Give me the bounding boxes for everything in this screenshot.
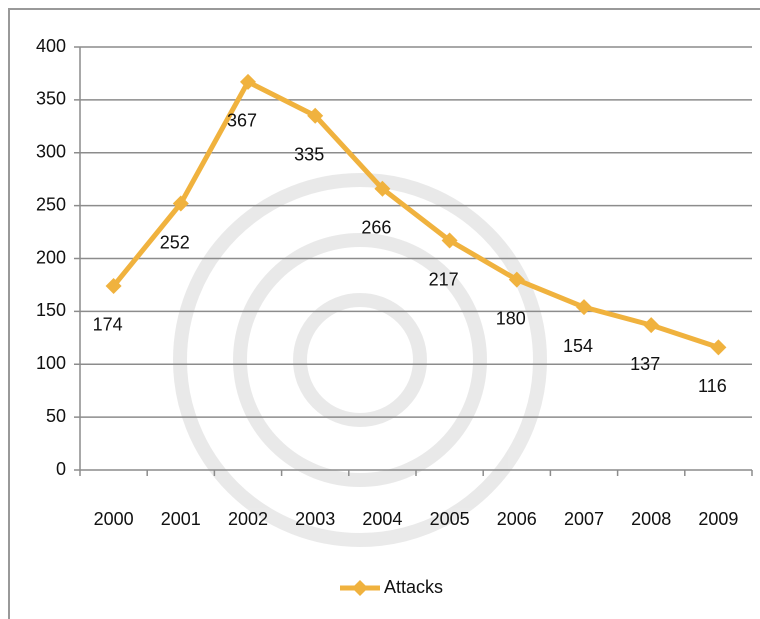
y-tick-label: 350 (36, 89, 66, 109)
y-tick-label: 400 (36, 36, 66, 56)
x-tick-label: 2007 (564, 509, 604, 529)
y-tick-label: 50 (46, 406, 66, 426)
x-tick-label: 2003 (295, 509, 335, 529)
x-tick-label: 2001 (161, 509, 201, 529)
data-label: 367 (227, 111, 257, 131)
y-tick-label: 300 (36, 142, 66, 162)
data-label: 174 (93, 315, 123, 335)
data-label: 116 (698, 376, 727, 396)
x-tick-label: 2004 (362, 509, 402, 529)
data-label: 180 (496, 308, 526, 328)
data-label: 217 (429, 269, 459, 289)
y-tick-label: 150 (36, 300, 66, 320)
x-tick-label: 2000 (94, 509, 134, 529)
x-tick-label: 2008 (631, 509, 671, 529)
chart: 0 50 100 150 200 250 300 350 400 2000 2001 2002 2003… (0, 0, 760, 619)
data-label: 252 (160, 232, 190, 252)
x-tick-label: 2002 (228, 509, 268, 529)
data-label: 266 (361, 217, 391, 237)
data-label: 137 (630, 354, 660, 374)
y-tick-label: 250 (36, 194, 66, 214)
y-tick-label: 0 (56, 459, 66, 479)
x-tick-label: 2006 (497, 509, 537, 529)
legend-label: Attacks (384, 577, 443, 597)
data-label: 154 (563, 336, 593, 356)
y-tick-label: 100 (36, 353, 66, 373)
x-tick-label: 2009 (698, 509, 738, 529)
y-tick-label: 200 (36, 247, 66, 267)
data-label: 335 (294, 144, 324, 164)
x-tick-label: 2005 (430, 509, 470, 529)
